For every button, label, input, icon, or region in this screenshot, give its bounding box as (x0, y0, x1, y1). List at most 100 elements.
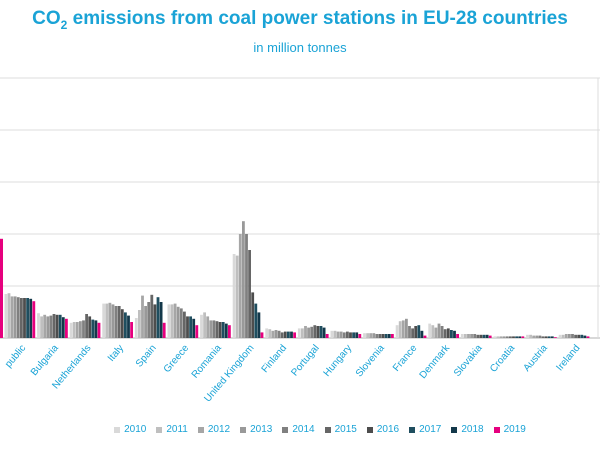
chart-subtitle: in million tonnes (253, 40, 347, 55)
bar-denmark-2015 (443, 329, 447, 338)
x-tick-label: Greece (162, 343, 192, 376)
bar-united-kingdom-2014 (245, 234, 248, 338)
bar-france-2015 (411, 328, 414, 338)
bar-netherlands-2012 (75, 322, 79, 338)
bar-bulgaria-2016 (55, 314, 59, 338)
bar-italy-2019 (130, 322, 133, 338)
x-tick-label: Hungary (322, 343, 355, 379)
bar-greece-2018 (192, 318, 196, 338)
legend-swatch (282, 426, 289, 433)
x-tick-label: Slovakia (452, 343, 485, 379)
x-tick-label: Croatia (488, 343, 517, 375)
bar-slovakia-2014 (473, 334, 477, 338)
bar-portugal-2018 (322, 327, 326, 338)
x-tick-label: Slovenia (354, 343, 387, 380)
x-tick-label: Bulgaria (29, 343, 61, 379)
bar-italy-2018 (127, 315, 130, 338)
bar-bulgaria-2014 (49, 315, 53, 338)
bar-ireland-2018 (583, 335, 587, 338)
bar-slovakia-2015 (476, 334, 480, 338)
legend-label: 2010 (124, 424, 147, 435)
bar-united-kingdom-2012 (238, 234, 242, 338)
legend-item-2018: 2018 (451, 424, 484, 435)
bar-italy-2013 (111, 304, 115, 338)
bar-czech-republic-2018 (29, 298, 33, 338)
legend-label: 2016 (376, 424, 400, 435)
bar-finland-2010 (265, 328, 269, 338)
bar-italy-2011 (105, 303, 109, 338)
bar-croatia-2015 (509, 336, 512, 338)
bar-croatia-2016 (512, 336, 515, 338)
bar-austria-2014 (538, 335, 542, 338)
bar-czech-republic-2019 (32, 301, 36, 338)
bar-bulgaria-2017 (58, 314, 62, 338)
bar-greece-2012 (173, 303, 177, 338)
bar-united-kingdom-2013 (242, 221, 245, 338)
legend-item-2011: 2011 (156, 424, 188, 435)
legend-swatch (409, 426, 416, 433)
bar-croatia-2012 (499, 336, 503, 338)
bar-hungary-2013 (339, 331, 343, 338)
legend-swatch (451, 426, 458, 433)
x-tick-label: Romania (190, 343, 224, 381)
bar-united-kingdom-2017 (254, 303, 258, 338)
bar-czech-republic-2015 (20, 298, 23, 338)
bar-romania-2013 (209, 320, 213, 338)
gridlines (0, 77, 600, 339)
x-tick-label: Austria (521, 343, 550, 374)
x-tick-label: Finland (260, 343, 290, 375)
bar-ireland-2011 (561, 334, 565, 338)
bar-united-kingdom-2018 (257, 312, 261, 338)
bar-czech-republic-2012 (10, 296, 14, 338)
bar-croatia-2018 (518, 336, 522, 338)
bar-netherlands-2011 (72, 322, 76, 338)
bar-italy-2016 (120, 309, 124, 338)
bar-denmark-2010 (428, 323, 432, 338)
bar-france-2017 (417, 325, 421, 338)
legend-label: 2019 (503, 424, 526, 435)
bar-series (0, 221, 590, 338)
bar-ireland-2010 (558, 334, 562, 338)
bar-greece-2015 (183, 311, 186, 338)
bar-denmark-2014 (440, 326, 444, 338)
bar-spain-2017 (156, 297, 160, 338)
bar-portugal-2015 (313, 325, 317, 338)
bar-united-kingdom-2016 (251, 292, 255, 338)
legend-item-2016: 2016 (366, 424, 400, 435)
bar-netherlands-2015 (85, 314, 88, 338)
bar-spain-2018 (159, 302, 163, 338)
legend-item-2015: 2015 (324, 424, 357, 435)
bar-italy-2010 (102, 303, 106, 338)
bar-portugal-2011 (301, 328, 304, 338)
bar-italy-2015 (117, 306, 121, 338)
bar-hungary-2017 (352, 332, 355, 338)
legend-swatch (197, 426, 204, 433)
bar-portugal-2013 (307, 327, 310, 338)
legend-item-2014: 2014 (282, 424, 315, 435)
bar-croatia-2013 (502, 336, 506, 338)
bar-portugal-2016 (316, 326, 320, 338)
bar-romania-2017 (221, 322, 225, 338)
legend-swatch (240, 426, 247, 433)
bar-austria-2016 (544, 336, 548, 338)
bar-greece-2014 (179, 308, 183, 338)
bar-france-2014 (408, 326, 411, 338)
bar-romania-2016 (218, 322, 222, 338)
bar-spain-2010 (134, 318, 138, 338)
bar-bulgaria-2019 (65, 318, 68, 338)
bar-hungary-2018 (355, 332, 359, 338)
bar-ireland-2016 (577, 334, 581, 338)
bar-finland-2017 (287, 331, 290, 338)
legend-label: 2013 (250, 424, 273, 435)
bar-united-kingdom-2019 (260, 332, 264, 338)
bar-slovakia-2018 (485, 334, 489, 338)
bar-croatia-2010 (493, 336, 497, 338)
bar-spain-2013 (144, 306, 147, 338)
bar-spain-2014 (147, 302, 151, 338)
bar-czech-republic-2010 (4, 294, 8, 338)
bar-hungary-2010 (330, 330, 334, 338)
bar-slovenia-2013 (372, 333, 376, 338)
legend-label: 2018 (461, 424, 484, 435)
x-tick-label: Italy (106, 343, 126, 364)
